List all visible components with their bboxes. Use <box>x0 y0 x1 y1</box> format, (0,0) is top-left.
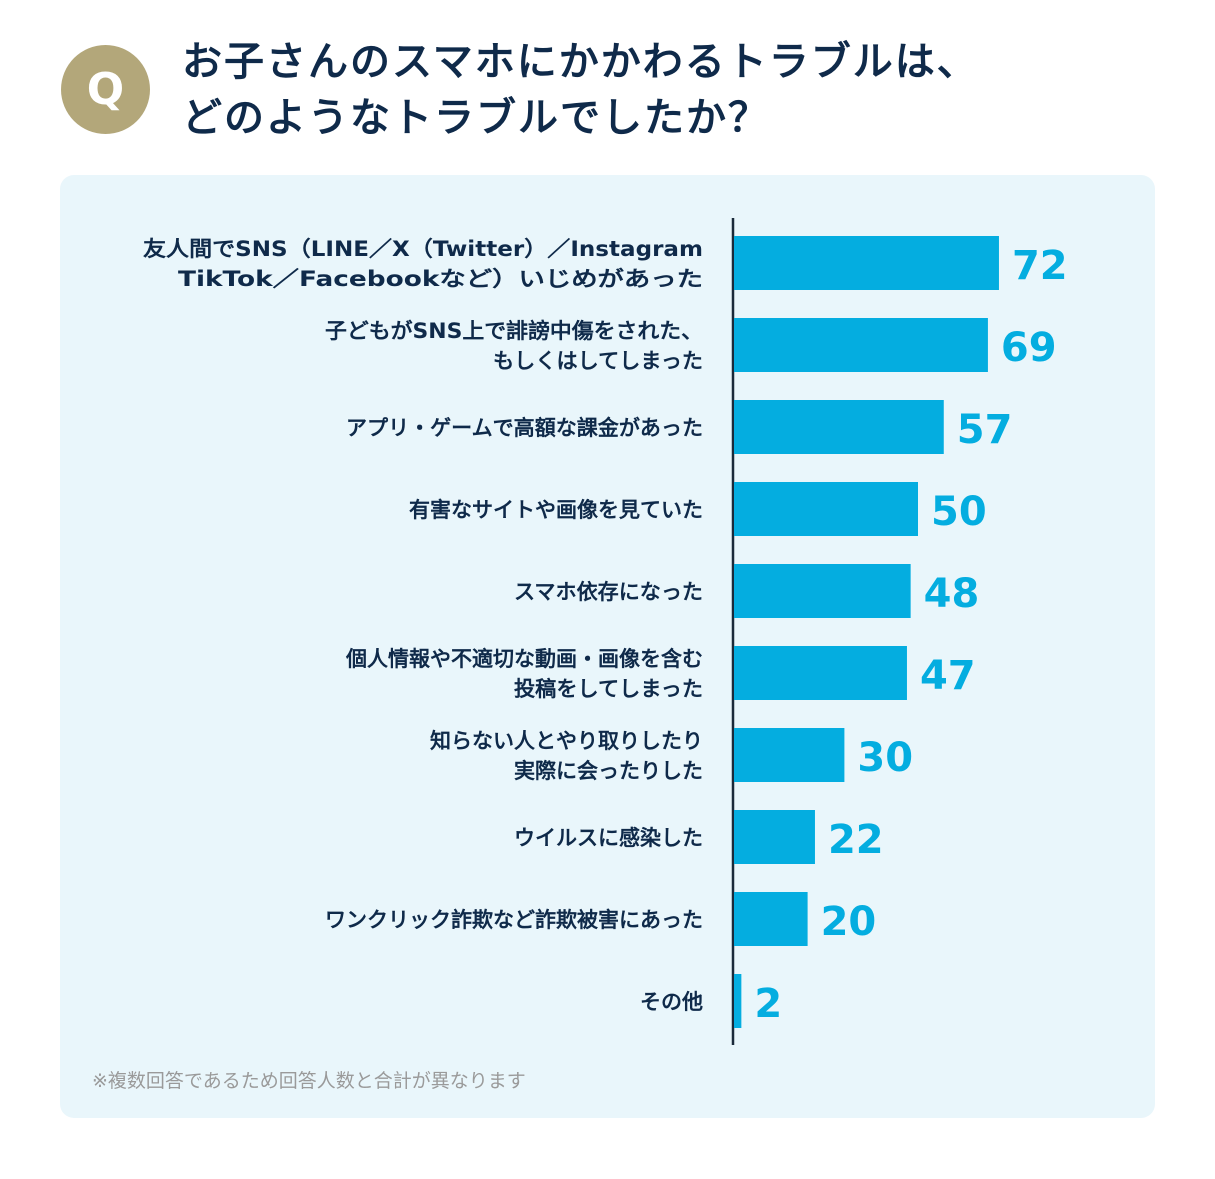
data-label: 47 <box>920 653 976 699</box>
bar <box>734 728 845 782</box>
category-label: TikTok／Facebookなど）いじめがあった <box>178 267 703 291</box>
q-badge-letter: Q <box>86 64 125 115</box>
bar <box>734 810 815 864</box>
data-label: 50 <box>931 489 987 535</box>
category-label: その他 <box>640 990 703 1014</box>
data-label: 22 <box>828 817 884 863</box>
category-label: 知らない人とやり取りしたり <box>430 729 703 753</box>
category-label: ワンクリック詐欺など詐欺被害にあった <box>325 908 703 932</box>
page-title: お子さんのスマホにかかわるトラブルは、 どのようなトラブルでしたか？ <box>182 34 1182 146</box>
title-line-1: お子さんのスマホにかかわるトラブルは、 <box>182 39 979 85</box>
bar <box>734 564 911 618</box>
data-label: 72 <box>1012 243 1068 289</box>
bar <box>734 646 907 700</box>
title-line-2: どのようなトラブルでしたか？ <box>182 95 770 141</box>
data-label: 57 <box>957 407 1013 453</box>
bar <box>734 892 808 946</box>
bar <box>734 318 988 372</box>
data-label: 2 <box>754 981 782 1027</box>
bar <box>734 400 944 454</box>
bar <box>734 974 742 1028</box>
category-label: 投稿をしてしまった <box>514 677 703 701</box>
data-label: 20 <box>821 899 877 945</box>
category-label: 有害なサイトや画像を見ていた <box>409 498 703 522</box>
category-label: ウイルスに感染した <box>514 826 703 850</box>
category-label: 子どもがSNS上で誹謗中傷をされた、 <box>325 319 703 343</box>
category-label: 友人間でSNS（LINE／X（Twitter）／Instagram <box>143 237 703 261</box>
category-label: 実際に会ったりした <box>514 759 703 783</box>
data-label: 48 <box>924 571 980 617</box>
category-label: アプリ・ゲームで高額な課金があった <box>346 416 703 440</box>
bar <box>734 236 999 290</box>
footnote: ※複数回答であるため回答人数と合計が異なります <box>92 1070 526 1092</box>
bar <box>734 482 918 536</box>
data-label: 30 <box>857 735 913 781</box>
category-label: もしくはしてしまった <box>493 349 703 373</box>
category-label: 個人情報や不適切な動画・画像を含む <box>345 647 703 671</box>
category-label: スマホ依存になった <box>514 580 703 604</box>
q-badge: Q <box>61 45 150 134</box>
data-label: 69 <box>1001 325 1057 371</box>
